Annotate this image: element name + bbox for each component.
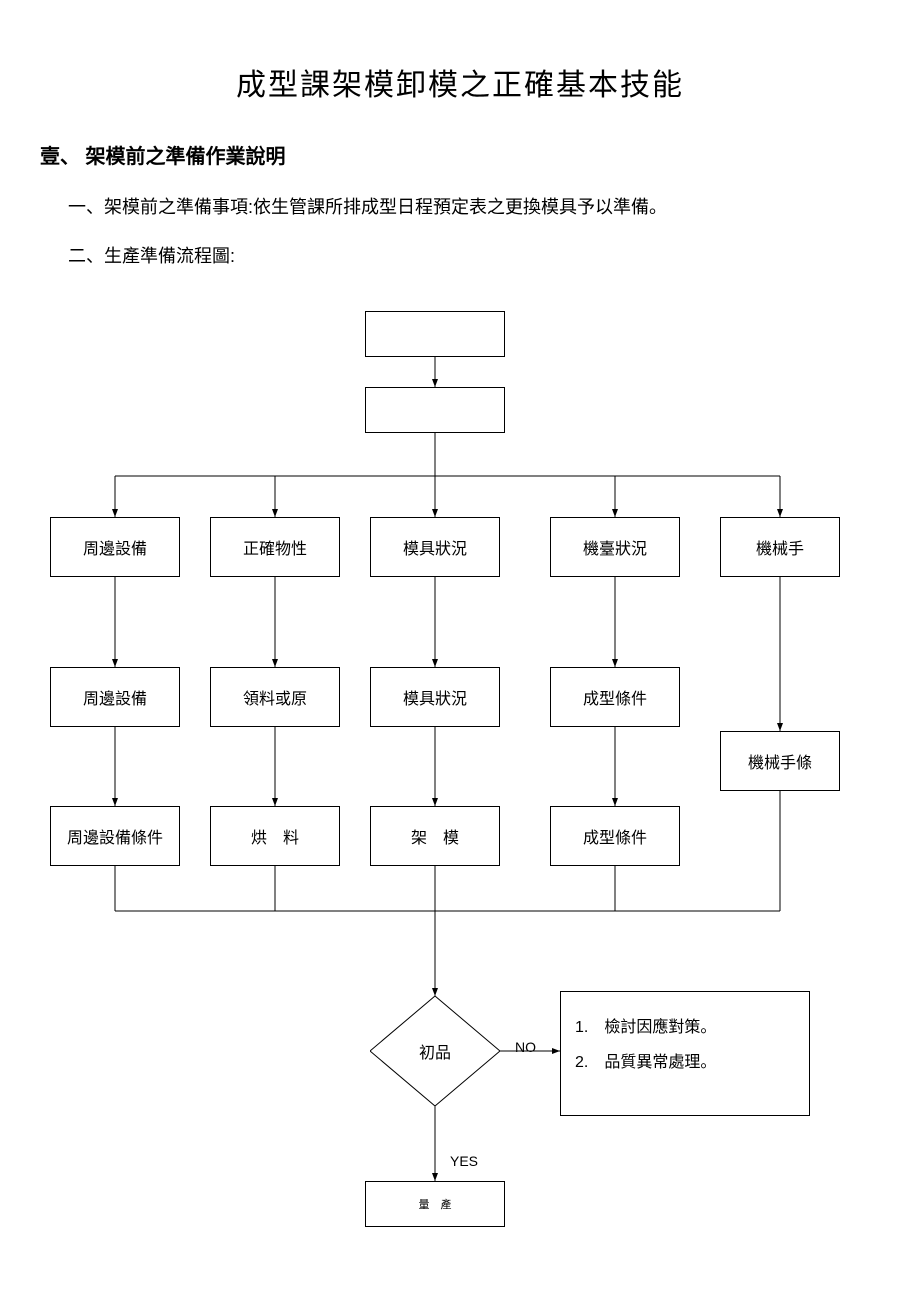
bullet-1: 一、架模前之準備事項:依生管課所排成型日程預定表之更換模具予以準備。: [68, 193, 880, 222]
bullet-2: 二、生產準備流程圖:: [68, 242, 880, 271]
node-r1c4: 機臺狀況: [550, 517, 680, 577]
node-r1c2: 正確物性: [210, 517, 340, 577]
node-r2c3: 模具狀況: [370, 667, 500, 727]
node-r2c5: 機械手條: [720, 731, 840, 791]
node-r3c4: 成型條件: [550, 806, 680, 866]
flowchart-connectors: [40, 311, 880, 1271]
node-r3c2: 烘 料: [210, 806, 340, 866]
decision-label: 初品: [419, 1039, 451, 1063]
result-box: 1. 檢討因應對策。 2. 品質異常處理。: [560, 991, 810, 1116]
node-r3c3: 架 模: [370, 806, 500, 866]
page: 成型課架模卸模之正確基本技能 壹、 架模前之準備作業說明 一、架模前之準備事項:…: [0, 0, 920, 1302]
page-title: 成型課架模卸模之正確基本技能: [40, 60, 880, 104]
decision-node: 初品: [370, 996, 500, 1106]
flowchart: 周邊設備 正確物性 模具狀況 機臺狀況 機械手 周邊設備 領料或原 模具狀況 成…: [40, 311, 880, 1271]
section-heading: 壹、 架模前之準備作業說明: [40, 140, 880, 169]
node-top2: [365, 387, 505, 433]
node-r2c4: 成型條件: [550, 667, 680, 727]
node-r1c3: 模具狀況: [370, 517, 500, 577]
node-r2c1: 周邊設備: [50, 667, 180, 727]
node-bottom: 量 產: [365, 1181, 505, 1227]
node-r1c5: 機械手: [720, 517, 840, 577]
result-item-1: 1. 檢討因應對策。: [575, 1010, 795, 1045]
result-item-2: 2. 品質異常處理。: [575, 1045, 795, 1080]
node-r1c1: 周邊設備: [50, 517, 180, 577]
node-r2c2: 領料或原: [210, 667, 340, 727]
decision-no-label: NO: [515, 1039, 536, 1055]
node-top1: [365, 311, 505, 357]
decision-yes-label: YES: [450, 1153, 478, 1169]
node-r3c1: 周邊設備條件: [50, 806, 180, 866]
